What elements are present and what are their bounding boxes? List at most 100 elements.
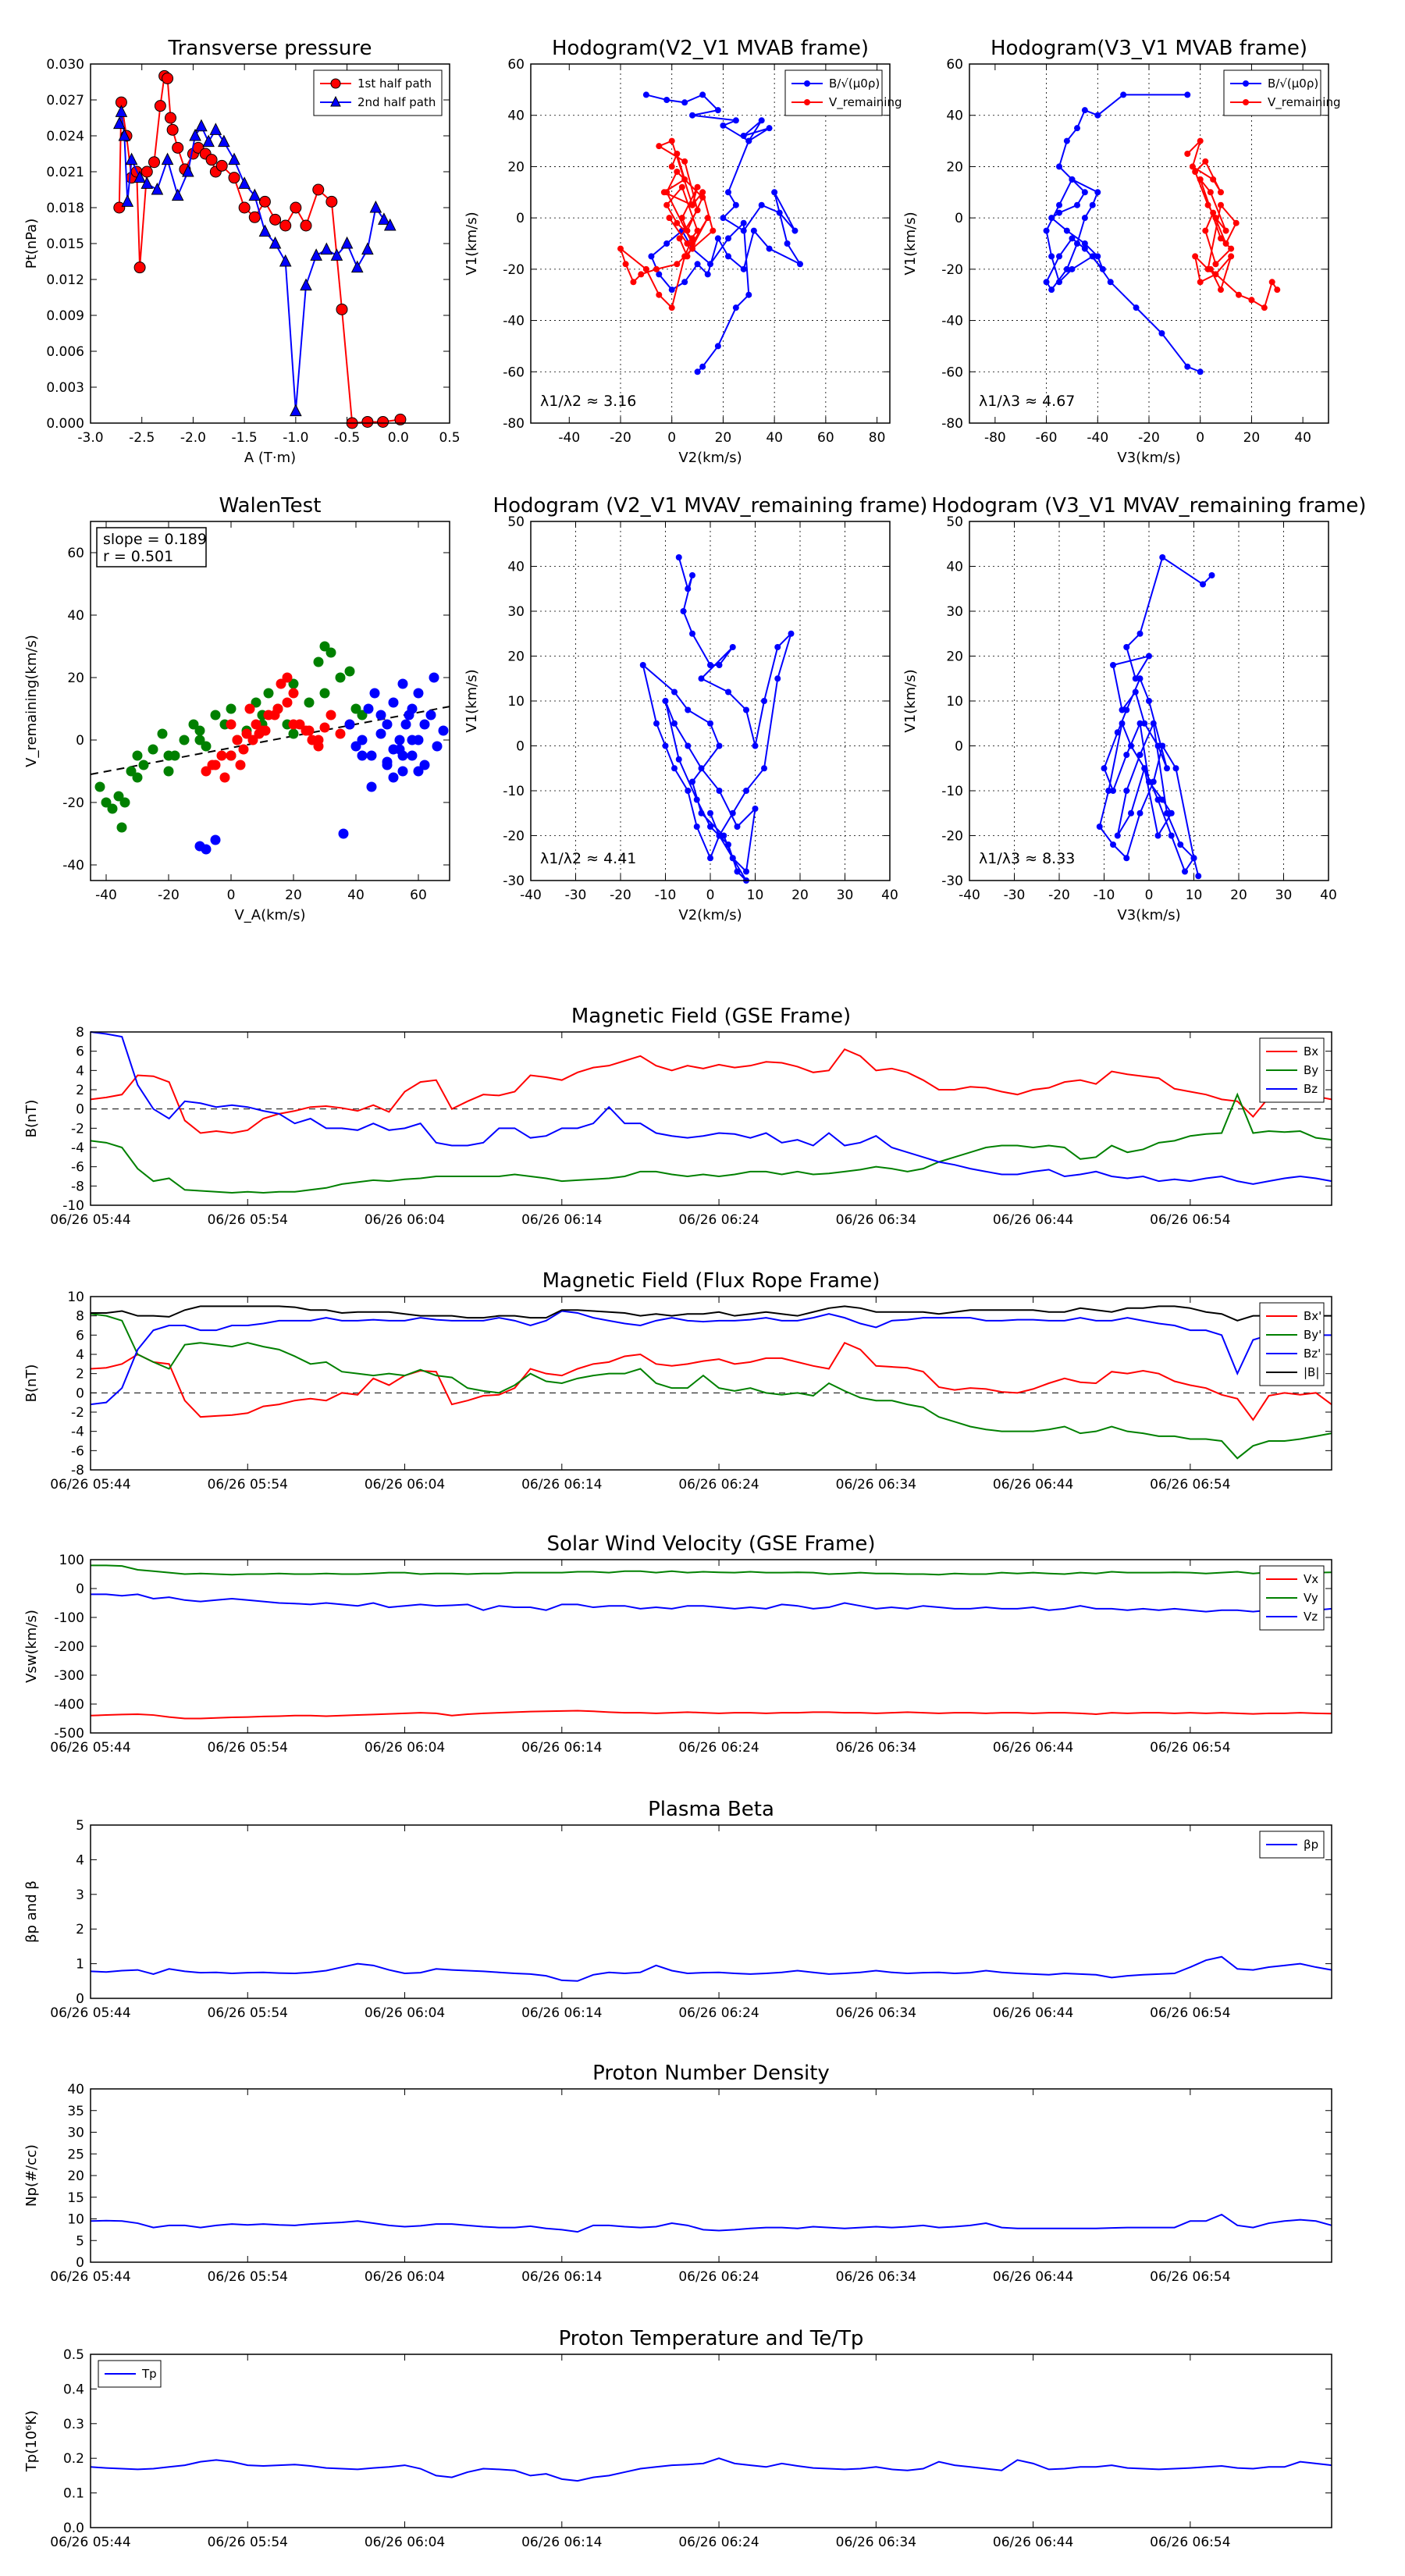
p4-scatter-point xyxy=(226,719,237,730)
p3-legend-marker xyxy=(1243,99,1249,105)
p1-data-point xyxy=(320,242,333,255)
p2-xtick-label: -40 xyxy=(558,430,580,446)
p4-scatter-point xyxy=(288,678,299,689)
p5-ytick-label: 0 xyxy=(516,739,525,755)
p5-ytick-label: 20 xyxy=(507,649,525,665)
p3-legend-box xyxy=(1223,69,1321,116)
ts3-xtick-label: 06/26 06:14 xyxy=(521,1740,602,1756)
p2-xtick-label: 40 xyxy=(766,430,783,446)
p1-data-point xyxy=(312,183,325,196)
p4-scatter-point xyxy=(388,697,399,708)
p3-data-point xyxy=(1069,265,1076,272)
p1-xtick-label: -1.5 xyxy=(232,430,258,446)
ts2-ytick-label: 0 xyxy=(76,1386,84,1401)
p3-data-point xyxy=(1218,201,1224,208)
ts6-xtick-label: 06/26 06:54 xyxy=(1150,2535,1230,2550)
p6-title: Hodogram (V3_V1 MVAV_remaining frame) xyxy=(932,494,1367,518)
p2-data-point xyxy=(694,261,701,268)
ts1-xtick-label: 06/26 05:44 xyxy=(50,1212,130,1228)
p1-ytick-label: 0.015 xyxy=(46,237,84,252)
p5-data-point xyxy=(707,662,713,668)
p2-data-point xyxy=(791,227,799,234)
p6-xtick-label: 40 xyxy=(1320,888,1337,903)
p6-data-point xyxy=(1105,788,1112,794)
p5-data-point xyxy=(707,809,713,817)
p1-data-point xyxy=(290,404,302,417)
p3-data-point xyxy=(1218,235,1224,242)
p4-scatter-point xyxy=(216,750,227,761)
ts3-xtick-label: 06/26 06:54 xyxy=(1150,1740,1230,1756)
ts5-ytick-label: 0 xyxy=(76,2255,84,2271)
p3-data-point xyxy=(1081,245,1088,252)
p3-data-point xyxy=(1202,158,1209,165)
ts1-ytick-label: 0 xyxy=(76,1102,84,1118)
p6-xtick-label: -40 xyxy=(959,888,980,903)
ts3-series-line-Vx xyxy=(90,1710,1332,1720)
p2-data-point xyxy=(740,265,747,272)
ts5-ytick-label: 15 xyxy=(67,2190,84,2206)
p4-scatter-point xyxy=(400,719,411,730)
p2-data-point xyxy=(656,291,663,298)
p4-scatter-point xyxy=(113,791,124,802)
ts6-ytick-label: 0.0 xyxy=(63,2521,84,2536)
ts6-xtick-label: 06/26 05:54 xyxy=(208,2535,288,2550)
p1-ytick-label: 0.021 xyxy=(46,165,84,180)
p3-data-point xyxy=(1184,91,1191,98)
p2-data-point xyxy=(668,286,675,294)
p4-scatter-point xyxy=(319,641,330,652)
p2-data-point xyxy=(681,158,688,165)
p3-data-point xyxy=(1107,279,1114,286)
p4-scatter-point xyxy=(407,750,418,761)
p4-scatter-point xyxy=(194,735,205,745)
p6-data-point xyxy=(1123,752,1130,758)
p2-data-point xyxy=(784,240,791,247)
p6-data-point xyxy=(1159,742,1166,749)
ts6-xtick-label: 06/26 06:04 xyxy=(365,2535,445,2550)
p1-data-point xyxy=(350,260,364,273)
p4-chart: WalenTest V_remaining(km/s) -40 -20 0 20 40 60 -… xyxy=(23,494,450,923)
p2-data-point xyxy=(732,117,739,124)
p5-data-point xyxy=(671,688,678,696)
p2-data-point xyxy=(689,240,695,247)
p5-data-point xyxy=(685,585,692,592)
p5-data-point xyxy=(707,720,713,727)
p3-data-point xyxy=(1248,297,1255,304)
p3-xtick-label: 0 xyxy=(1196,430,1204,446)
p2-ytick-label: -20 xyxy=(503,262,525,278)
p2-data-point xyxy=(666,215,673,222)
p5-data-point xyxy=(716,832,723,839)
p3-data-point xyxy=(1218,286,1224,294)
p6-data-point xyxy=(1150,778,1157,785)
p4-scatter-point xyxy=(107,803,118,814)
ts2-xtick-label: 06/26 05:44 xyxy=(50,1477,130,1493)
p6-data-point xyxy=(1141,720,1148,727)
p4-scatter-point xyxy=(397,678,408,689)
p3-data-point xyxy=(1212,215,1219,222)
ts2-ytick-label: -8 xyxy=(71,1463,84,1478)
p4-scatter-point xyxy=(138,760,149,770)
p5-xtick-label: 40 xyxy=(881,888,898,903)
p2-data-point xyxy=(704,271,711,278)
p3-data-point xyxy=(1094,253,1101,260)
p1-data-point xyxy=(202,134,215,148)
p4-scatter-point xyxy=(226,703,237,714)
p6-data-point xyxy=(1168,809,1175,817)
ts4-ytick-label: 1 xyxy=(76,1957,84,1973)
p6-data-point xyxy=(1132,688,1139,696)
ts1-xtick-label: 06/26 06:14 xyxy=(521,1212,602,1228)
p5-data-point xyxy=(675,554,682,560)
p5-data-point xyxy=(675,756,682,763)
ts6-legend-label: Tp xyxy=(141,2367,157,2381)
p2-xlabel: V2(km/s) xyxy=(678,450,742,466)
p2-data-point xyxy=(676,235,683,242)
p6-data-point xyxy=(1200,581,1206,588)
p1-data-point xyxy=(165,112,177,124)
ts1-ytick-label: 6 xyxy=(76,1044,84,1060)
p6-xtick-label: 30 xyxy=(1275,888,1293,903)
p6-data-point xyxy=(1136,809,1144,817)
ts5-xtick-label: 06/26 06:44 xyxy=(993,2269,1073,2285)
p5-data-point xyxy=(707,855,713,862)
p6-data-point xyxy=(1123,855,1130,862)
p6-xtick-label: -20 xyxy=(1048,888,1070,903)
p5-ylabel: V1(km/s) xyxy=(464,669,480,732)
